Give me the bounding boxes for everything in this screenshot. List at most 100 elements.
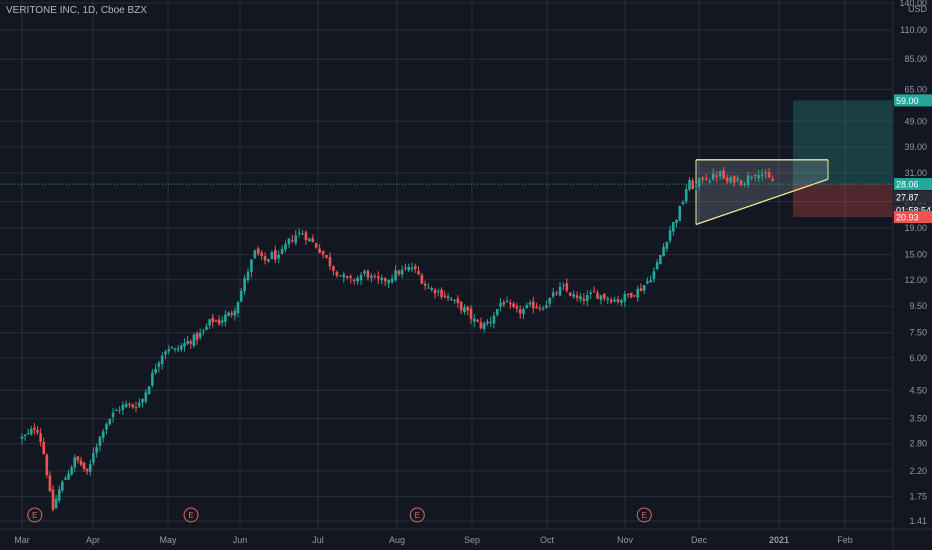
x-tick-label: Jul <box>312 535 324 545</box>
candle-body <box>433 289 437 294</box>
candle-body <box>394 270 397 280</box>
candle-body <box>633 295 636 297</box>
candle-body <box>722 170 725 179</box>
candle-body <box>186 340 189 344</box>
candle-body <box>427 287 430 289</box>
candle-body <box>61 481 64 491</box>
candle-body <box>233 310 237 316</box>
price-axis[interactable]: 1.41 1.75 2.20 2.80 3.50 4.50 6.00 7.50 9.50 12.0… <box>892 0 927 550</box>
candle-body <box>639 288 643 291</box>
earnings-marker-label: E <box>188 511 193 520</box>
candle-body <box>582 298 586 301</box>
y-tick-label: 110.00 <box>900 25 927 35</box>
candle-body <box>98 436 102 447</box>
candle-body <box>352 279 356 282</box>
x-tick-label: May <box>159 535 177 545</box>
candle-body <box>111 412 115 418</box>
candle-body <box>20 436 24 439</box>
candle-body <box>725 177 729 182</box>
candle-body <box>273 249 277 260</box>
candle-body <box>541 308 545 310</box>
price-badge-label: 20.93 <box>896 213 919 223</box>
candle-body <box>227 312 230 316</box>
candle-body <box>30 429 33 435</box>
candle-body <box>482 323 486 330</box>
candle-body <box>609 299 613 303</box>
triangle-fill <box>696 159 828 225</box>
candle-body <box>195 333 199 340</box>
y-tick-label: 140.00 <box>899 0 927 8</box>
candle-body <box>757 175 760 179</box>
x-tick-label: Apr <box>86 535 100 545</box>
candle-body <box>659 255 662 264</box>
x-tick-label: Jun <box>233 535 248 545</box>
candle-body <box>678 205 682 221</box>
candle-body <box>750 176 753 178</box>
candle-body <box>373 275 377 277</box>
candle-body <box>739 180 743 186</box>
candle-body <box>558 286 562 296</box>
x-tick-label: Feb <box>837 535 853 545</box>
candle-body <box>115 410 118 412</box>
candle-body <box>239 291 243 302</box>
candle-body <box>646 281 649 284</box>
candle-body <box>579 296 582 300</box>
chart-title: VERITONE INC, 1D, Cboe BZX <box>6 5 147 16</box>
price-badge <box>894 178 932 191</box>
candle-body <box>220 320 224 323</box>
candle-body <box>456 298 460 304</box>
candle-body <box>54 498 58 509</box>
candle-body <box>629 292 633 298</box>
candle-body <box>321 250 325 255</box>
candle-body <box>39 433 42 442</box>
y-tick-label: 1.41 <box>909 516 927 526</box>
candle-body <box>466 306 470 311</box>
candle-body <box>335 271 339 276</box>
candle-body <box>450 298 453 300</box>
candle-body <box>771 178 774 182</box>
y-tick-label: 6.00 <box>909 353 927 363</box>
candle-body <box>620 299 623 304</box>
candle-body <box>453 300 456 302</box>
candle-body <box>711 173 715 180</box>
earnings-marker <box>183 507 199 523</box>
candle-body <box>192 334 196 346</box>
candle-body <box>137 402 141 407</box>
candle-body <box>308 238 311 242</box>
candle-body <box>198 332 202 338</box>
candle-body <box>616 299 620 302</box>
candle-body <box>589 292 592 294</box>
candle-body <box>92 453 95 463</box>
candle-body <box>655 262 659 270</box>
candle-body <box>704 178 708 180</box>
candle-body <box>606 298 610 301</box>
candle-body <box>688 180 691 190</box>
candle-body <box>284 244 287 250</box>
earnings-marker <box>409 507 425 523</box>
candle-body <box>173 348 177 350</box>
candle-body <box>214 320 218 322</box>
candle-body <box>297 232 301 234</box>
candle-body <box>160 355 164 364</box>
candle-body <box>486 321 489 324</box>
y-tick-label: 7.50 <box>909 328 927 338</box>
candle-body <box>118 409 121 411</box>
candle-body <box>551 292 555 297</box>
candle-body <box>694 186 698 188</box>
candle-body <box>383 277 387 282</box>
candle-body <box>518 309 522 314</box>
candle-body <box>253 250 257 258</box>
time-axis[interactable]: Mar Apr May Jun Jul Aug Sep Oct Nov Dec 2021 Feb <box>0 528 932 545</box>
candle-body <box>349 276 352 278</box>
candle-body <box>95 447 98 453</box>
candle-body <box>423 283 427 286</box>
candle-body <box>649 280 652 283</box>
candle-body <box>420 274 424 284</box>
candle-body <box>545 305 548 309</box>
candle-body <box>502 302 506 305</box>
candle-body <box>397 270 401 275</box>
x-tick-label: Dec <box>691 535 708 545</box>
